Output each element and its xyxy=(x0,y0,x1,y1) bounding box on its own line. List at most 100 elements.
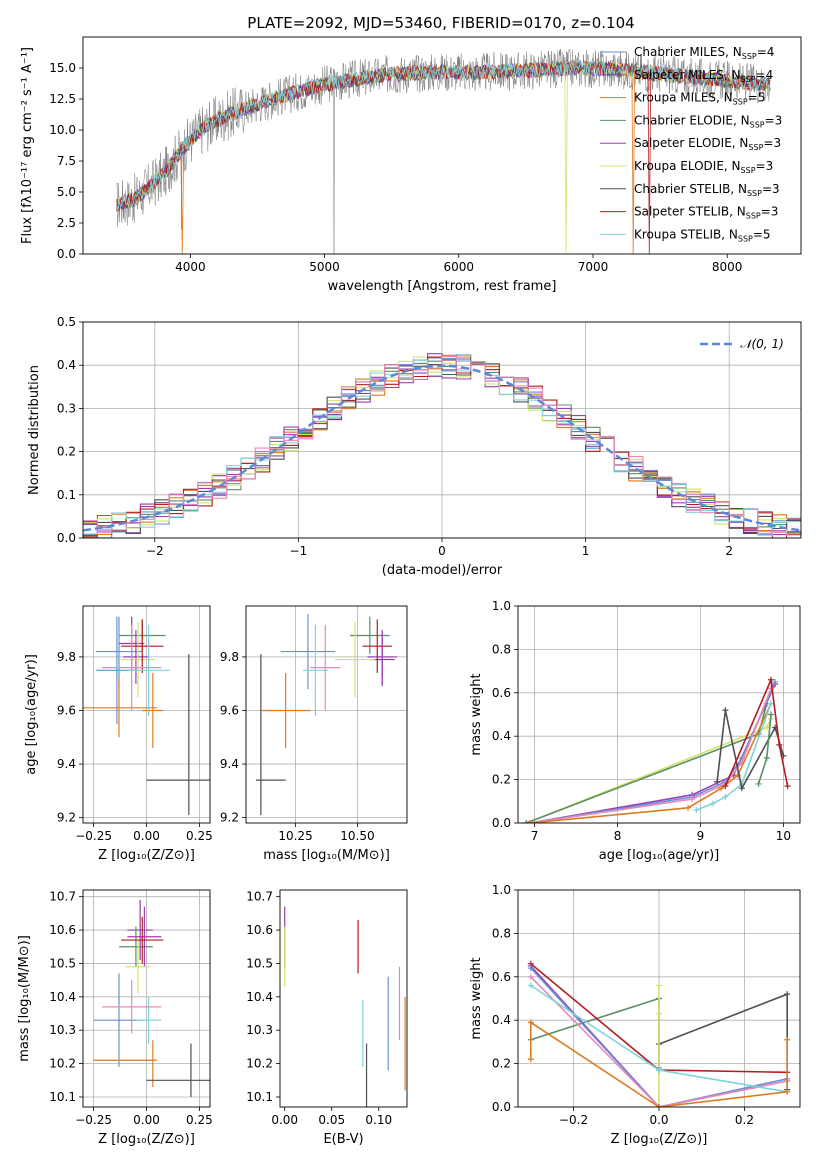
y-tick-label: 10.7 xyxy=(246,890,273,904)
weight-marker xyxy=(527,1019,534,1026)
legend-entry-main: Salpeter ELODIE, N xyxy=(634,136,748,150)
plot-area xyxy=(523,676,791,823)
weight-marker xyxy=(763,724,770,731)
y-tick-label: 10.3 xyxy=(246,1023,273,1037)
legend-entry-main: Salpeter MILES, N xyxy=(634,68,741,82)
legend-entry-main: Kroupa MILES, N xyxy=(634,91,733,105)
weight-marker xyxy=(772,678,779,685)
x-tick-label: 10.50 xyxy=(340,829,374,843)
weight-marker xyxy=(767,685,774,692)
legend-entry-sub: SSP xyxy=(747,189,762,198)
y-axis-label: mass [log₁₀(M/M⊙)] xyxy=(17,935,32,1062)
x-tick-label: 9 xyxy=(697,829,705,843)
axes-frame xyxy=(279,889,408,1108)
legend-entry-sub: SSP xyxy=(741,166,756,175)
y-axis-label: Flux [fλ10⁻¹⁷ erg cm⁻² s⁻¹ A⁻¹] xyxy=(20,47,35,244)
weight-marker xyxy=(784,1036,791,1043)
x-axis-label: E(B-V) xyxy=(323,1132,363,1147)
weight-line-pink xyxy=(530,976,788,1107)
weight-marker xyxy=(527,820,534,823)
errorbar-point-kroupa-miles xyxy=(142,672,164,748)
residual-histogram-pink xyxy=(83,356,801,536)
legend-entry-main: Kroupa ELODIE, N xyxy=(634,159,741,173)
axes-frame xyxy=(82,321,802,539)
y-tick-label: 0.0 xyxy=(492,816,511,830)
legend-entry: Kroupa MILES, NSSP=5 xyxy=(634,91,765,107)
y-tick-label: 0.5 xyxy=(57,315,76,329)
x-axis-label: age [log₁₀(age/yr)] xyxy=(599,848,720,863)
axes-frame xyxy=(82,605,211,824)
x-tick-label: 0.10 xyxy=(365,1113,392,1127)
weight-marker xyxy=(656,982,662,989)
axes-z_weight: −0.2 0.0 0.2 0.0 0.2 0.4 0.6 0.8 1.0 Z [log₁₀(Z/Z… xyxy=(469,883,801,1147)
y-tick-label: 10.2 xyxy=(49,1057,76,1071)
model-spectrum-line-kroupa-stelib xyxy=(116,60,771,211)
x-tick-label: 8000 xyxy=(712,260,743,274)
weight-marker xyxy=(738,785,745,792)
legend-entry-sub: SSP xyxy=(742,52,757,61)
x-tick-label: −1 xyxy=(290,544,308,558)
x-tick-label: 0.0 xyxy=(649,1113,668,1127)
weight-line-kroupa-miles xyxy=(530,1020,788,1107)
x-tick-label: 8 xyxy=(614,829,622,843)
y-tick-label: 0.4 xyxy=(57,358,76,372)
x-axis-label: mass [log₁₀(M/M⊙)] xyxy=(263,848,390,863)
legend-entry: Salpeter STELIB, NSSP=3 xyxy=(634,205,778,221)
axes-z_age: −0.25 0.00 0.25 9.2 9.4 9.6 9.8 Z [log₁₀(Z/Z⊙)]… xyxy=(24,605,213,863)
y-tick-label: 9.6 xyxy=(57,703,76,717)
x-tick-label: −0.2 xyxy=(559,1113,588,1127)
x-tick-label: 6000 xyxy=(444,260,475,274)
plot-area xyxy=(284,906,406,1107)
errorbar-point-kroupa-stelib xyxy=(135,996,162,1044)
x-axis-label: Z [log₁₀(Z/Z⊙)] xyxy=(98,1132,195,1147)
x-tick-label: 0.00 xyxy=(271,1113,298,1127)
legend-entry: Kroupa STELIB, NSSP=5 xyxy=(634,227,771,243)
legend-entry-sub: SSP xyxy=(733,98,748,107)
x-tick-label: 10 xyxy=(776,829,791,843)
y-tick-label: 1.0 xyxy=(492,599,511,613)
errorbar-point-kroupa-stelib xyxy=(302,624,328,716)
normal-curve xyxy=(83,364,801,532)
legend-entry-main: Chabrier ELODIE, N xyxy=(634,113,750,127)
plot-area xyxy=(116,49,771,254)
plot-area xyxy=(83,353,801,538)
legend-entry: Chabrier STELIB, NSSP=3 xyxy=(634,182,780,198)
errorbar-point-salpeter-stelib xyxy=(121,619,164,673)
y-tick-label: 0.2 xyxy=(57,445,76,459)
legend-entry-main: Kroupa STELIB, N xyxy=(634,227,738,241)
errorbar-point-pink xyxy=(102,624,162,711)
errorbar-point-kroupa-miles xyxy=(260,672,311,748)
legend-entry-sub: SSP xyxy=(748,143,763,152)
y-tick-label: 10.2 xyxy=(246,1057,273,1071)
errorbar-point-chabrier-elodie xyxy=(350,616,390,655)
y-tick-label: 9.4 xyxy=(220,757,239,771)
errorbar-point-salpeter-stelib xyxy=(121,916,164,964)
y-tick-label: 0.6 xyxy=(492,686,511,700)
x-axis-label: wavelength [Angstrom, rest frame] xyxy=(328,279,557,294)
y-tick-label: 0.3 xyxy=(57,401,76,415)
weight-marker xyxy=(693,806,700,813)
residual-legend: 𝒩(0, 1) xyxy=(700,337,784,351)
weight-marker xyxy=(527,973,534,980)
y-tick-label: 12.5 xyxy=(49,92,76,106)
weight-marker xyxy=(767,711,774,718)
y-tick-label: 15.0 xyxy=(49,61,76,75)
y-tick-label: 5.0 xyxy=(57,185,76,199)
weight-marker xyxy=(755,780,762,787)
y-tick-label: 1.0 xyxy=(492,883,511,897)
legend-entry-main: Chabrier STELIB, N xyxy=(634,182,747,196)
legend-entry: Chabrier ELODIE, NSSP=3 xyxy=(634,113,782,129)
legend-entry-sub: SSP xyxy=(741,75,756,84)
y-tick-label: 0.0 xyxy=(57,531,76,545)
y-tick-label: 0.1 xyxy=(57,488,76,502)
y-tick-label: 10.3 xyxy=(49,1023,76,1037)
legend-entry-sub: SSP xyxy=(746,212,761,221)
x-tick-label: 7000 xyxy=(578,260,609,274)
weight-marker xyxy=(527,965,534,972)
y-tick-label: 9.6 xyxy=(220,703,239,717)
errorbar-point-kroupa-elodie xyxy=(121,622,155,698)
residual-histogram-chabrier-stelib xyxy=(83,362,801,536)
y-tick-label: 0.8 xyxy=(492,926,511,940)
weight-marker xyxy=(656,1067,662,1074)
x-tick-label: −0.25 xyxy=(75,829,112,843)
